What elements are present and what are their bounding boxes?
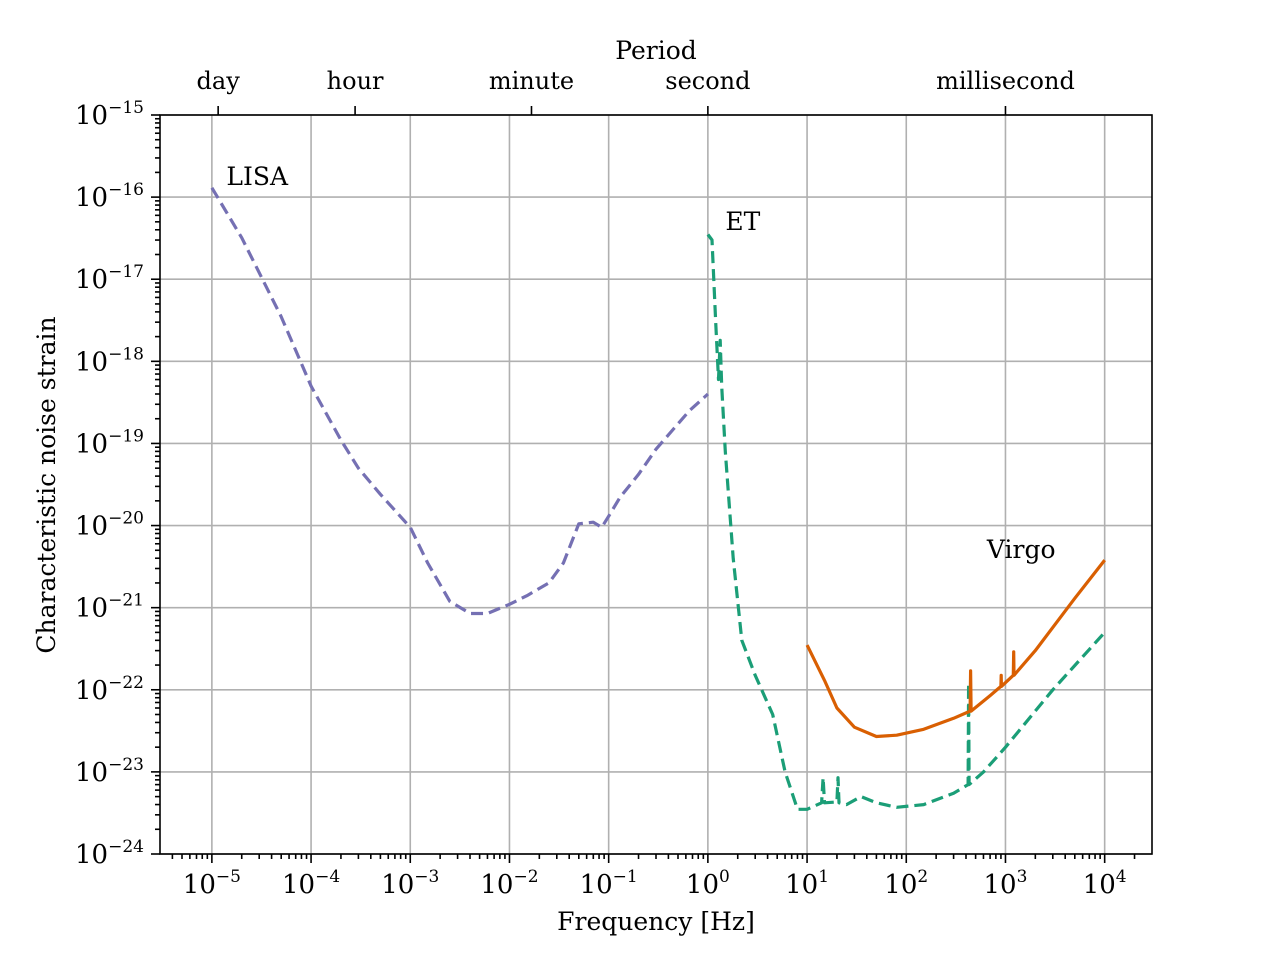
- plot-frame: [159, 114, 1153, 855]
- x-tick-label: 10−4: [282, 867, 340, 900]
- top-period-axis: day hour minute second millisecond: [197, 67, 1075, 115]
- x-tick-label: 102: [884, 867, 928, 900]
- y-axis-title: Characteristic noise strain: [32, 316, 61, 653]
- y-tick-label: 10−21: [75, 591, 144, 624]
- top-tick-label: day: [197, 67, 241, 95]
- x-tick-label: 101: [785, 867, 829, 900]
- top-tick-label: minute: [489, 67, 574, 95]
- series-line-virgo: [805, 559, 1106, 739]
- x-tick-label: 100: [686, 867, 730, 900]
- series-label-lisa: LISA: [226, 162, 289, 191]
- y-tick-label: 10−22: [75, 673, 144, 706]
- top-axis-title: Period: [615, 36, 697, 65]
- top-tick-label: millisecond: [936, 67, 1075, 95]
- x-tick-label: 10−3: [381, 867, 439, 900]
- y-tick-label: 10−16: [75, 180, 144, 213]
- series-line-lisa: [210, 186, 709, 616]
- x-tick-label: 10−1: [580, 867, 638, 900]
- x-tick-label: 10−2: [480, 867, 538, 900]
- grid-lines: [160, 114, 1152, 855]
- x-axis-title: Frequency [Hz]: [557, 907, 755, 936]
- x-tick-label: 10−5: [183, 867, 241, 900]
- y-tick-label: 10−19: [75, 426, 144, 459]
- top-tick-label: second: [665, 67, 750, 95]
- y-tick-label: 10−20: [75, 509, 144, 542]
- curves: [210, 186, 1106, 811]
- y-tick-label: 10−17: [75, 262, 144, 295]
- x-tick-label: 104: [1083, 867, 1127, 900]
- y-tick-label: 10−15: [75, 98, 144, 131]
- y-axis: 10−15 10−16 10−17 10−18 10−19 10−20 10−21 10−22…: [75, 98, 160, 870]
- y-tick-label: 10−18: [75, 344, 144, 377]
- series-labels: LISA ET Virgo: [226, 162, 1055, 564]
- x-tick-label: 103: [984, 867, 1028, 900]
- top-tick-label: hour: [327, 67, 384, 95]
- y-tick-label: 10−23: [75, 755, 144, 788]
- series-label-et: ET: [725, 207, 760, 236]
- y-tick-label: 10−24: [75, 837, 144, 870]
- series-label-virgo: Virgo: [986, 535, 1056, 564]
- series-line-et: [706, 233, 1106, 811]
- x-axis: 10−5 10−4 10−3 10−2 10−1 100 101 102 103 104: [171, 854, 1136, 900]
